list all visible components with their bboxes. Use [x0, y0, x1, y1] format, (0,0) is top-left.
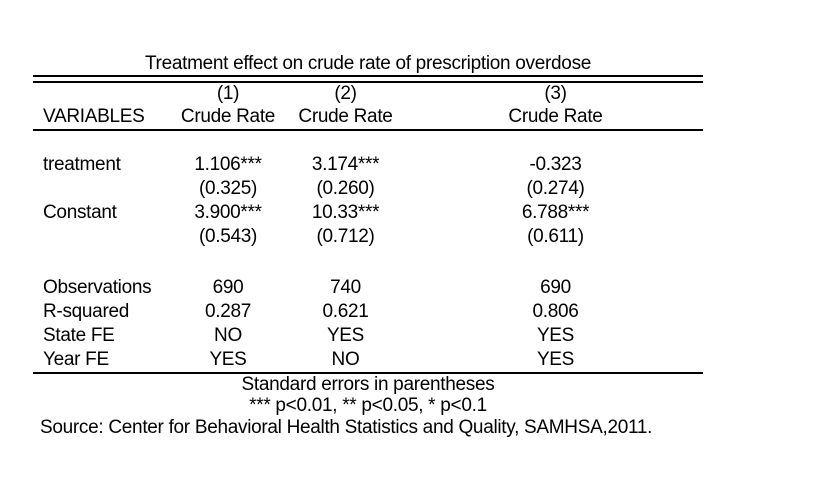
coef-value: 3.900***: [194, 202, 262, 223]
stat-label: Observations: [43, 277, 152, 298]
stat-value: 690: [540, 277, 571, 298]
stat-row-r-squared: R-squared 0.287 0.621 0.806: [33, 300, 703, 324]
stat-value: NO: [214, 325, 242, 346]
dep-var-label-1: Crude Rate: [180, 106, 276, 127]
std-error: (0.712): [316, 226, 375, 247]
stat-value: 0.806: [532, 301, 579, 322]
std-error: (0.260): [316, 178, 375, 199]
empty-cell: [33, 177, 173, 201]
coef-value: -0.323: [529, 154, 582, 175]
stat-value: YES: [209, 349, 247, 370]
coef-row-treatment: treatment 1.106*** 3.174*** -0.323: [33, 153, 703, 177]
stat-row-state-fe: State FE NO YES YES: [33, 324, 703, 348]
stat-value: YES: [326, 325, 365, 346]
std-error: (0.325): [198, 178, 258, 199]
stat-value: 0.621: [322, 301, 369, 322]
note-standard-errors: Standard errors in parentheses: [241, 374, 495, 395]
header-rule: [33, 129, 703, 131]
model-number-1: (1): [216, 83, 240, 104]
coef-value: 10.33***: [311, 202, 380, 223]
regression-table: Treatment effect on crude rate of prescr…: [33, 52, 703, 416]
empty-cell: [33, 83, 173, 105]
spacer: [33, 131, 703, 153]
std-error: (0.274): [526, 178, 585, 199]
dep-var-header-row: VARIABLES Crude Rate Crude Rate Crude Ra…: [33, 105, 703, 129]
std-error: (0.611): [527, 226, 584, 247]
note-significance-levels: *** p<0.01, ** p<0.05, * p<0.1: [249, 395, 487, 416]
double-rule: [33, 75, 703, 83]
stat-row-year-fe: Year FE YES NO YES: [33, 348, 703, 372]
model-number-3: (3): [544, 83, 567, 104]
stat-value: NO: [331, 349, 360, 370]
coef-value: 3.174***: [311, 154, 380, 175]
dep-var-label-3: Crude Rate: [508, 106, 603, 127]
coef-value: 1.106***: [194, 154, 262, 175]
stat-label: State FE: [43, 325, 115, 346]
spacer: [33, 249, 703, 276]
stat-row-observations: Observations 690 740 690: [33, 276, 703, 300]
table-title: Treatment effect on crude rate of prescr…: [144, 53, 592, 74]
empty-cell: [33, 225, 173, 249]
dep-var-label-2: Crude Rate: [298, 106, 393, 127]
se-row-constant: (0.543) (0.712) (0.611): [33, 225, 703, 249]
model-number-row: (1) (2) (3): [33, 83, 703, 105]
coef-label: treatment: [43, 154, 121, 175]
model-number-2: (2): [334, 83, 357, 104]
se-row-treatment: (0.325) (0.260) (0.274): [33, 177, 703, 201]
variables-header: VARIABLES: [43, 106, 145, 127]
stat-value: 740: [330, 277, 361, 298]
coef-row-constant: Constant 3.900*** 10.33*** 6.788***: [33, 201, 703, 225]
coef-label: Constant: [43, 202, 117, 223]
stat-label: R-squared: [43, 301, 130, 322]
stat-value: YES: [536, 349, 575, 370]
stat-value: 0.287: [204, 301, 252, 322]
source-line: Source: Center for Behavioral Health Sta…: [40, 417, 653, 438]
stat-value: YES: [536, 325, 575, 346]
coef-value: 6.788***: [521, 202, 590, 223]
bottom-rule: [33, 372, 703, 374]
std-error: (0.543): [198, 226, 258, 247]
stat-label: Year FE: [43, 349, 109, 370]
stat-value: 690: [212, 277, 244, 298]
